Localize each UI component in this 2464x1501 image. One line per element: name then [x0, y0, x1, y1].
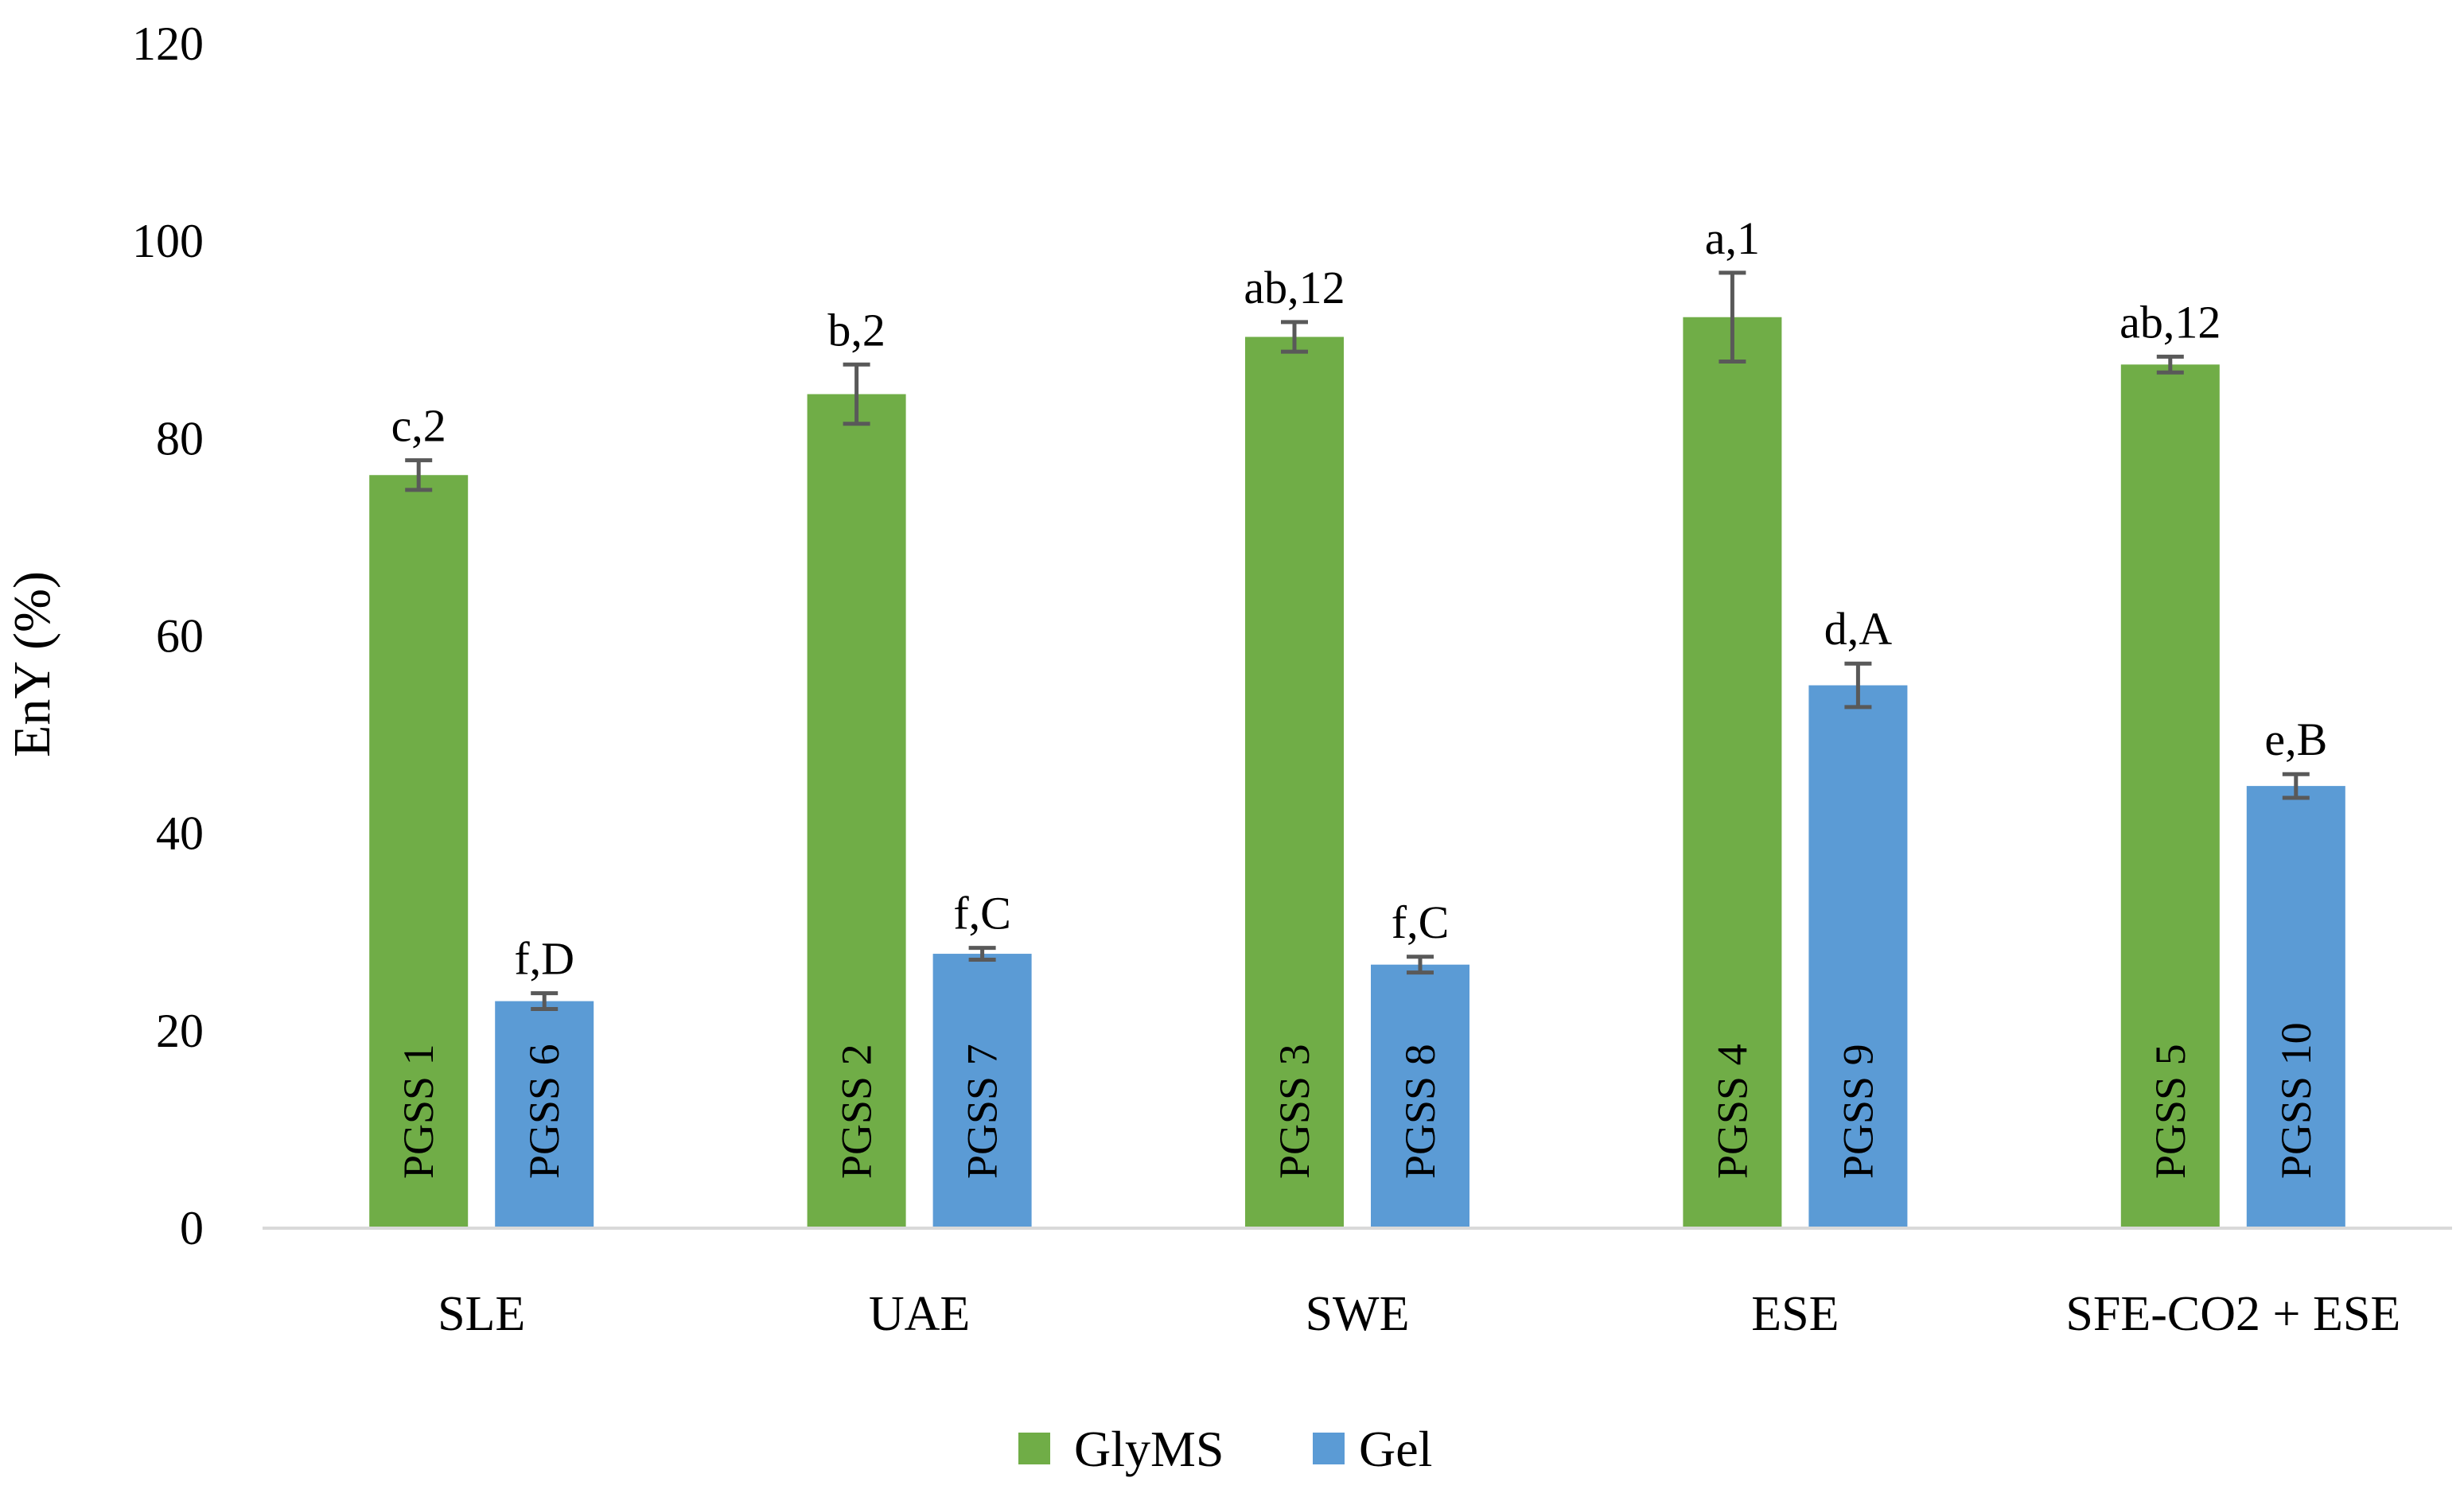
y-axis-label: EnY (%) [3, 571, 61, 757]
bar [495, 1001, 594, 1228]
bar-inner-label: PGSS 5 [2147, 1044, 2194, 1179]
legend-item: Gel [1313, 1421, 1432, 1477]
bar [2120, 364, 2220, 1228]
bar-inner-label: PGSS 1 [395, 1044, 442, 1179]
bar-inner-label: PGSS 10 [2272, 1022, 2320, 1179]
bar-annotation: f,C [1392, 896, 1450, 948]
bar [2246, 786, 2345, 1228]
bar [1245, 336, 1344, 1229]
bar-inner-label: PGSS 4 [1708, 1044, 1756, 1179]
bar-inner-label: PGSS 6 [520, 1044, 568, 1179]
bar-annotation: f,D [514, 933, 574, 985]
bar-group: f,C PGSS 8 [1371, 896, 1469, 1228]
bar-inner-label: PGSS 3 [1271, 1044, 1318, 1179]
bar [1683, 317, 1782, 1229]
bar-group: b,2 PGSS 2 [807, 304, 906, 1228]
bar [369, 475, 469, 1228]
bar-annotation: d,A [1824, 603, 1893, 655]
bar-inner-label: PGSS 7 [959, 1044, 1006, 1179]
x-tick-label: SLE [438, 1287, 525, 1341]
bar [807, 394, 906, 1228]
x-tick-label: ESE [1751, 1287, 1839, 1341]
bar-group: d,A PGSS 9 [1808, 603, 1908, 1228]
bar-annotation: c,2 [391, 400, 446, 452]
bar-group: ab,12 PGSS 3 [1244, 262, 1345, 1229]
bar [932, 954, 1032, 1228]
y-axis-tick-labels: 0 20 40 60 80 100 120 [132, 17, 204, 1254]
bar-group: ab,12 PGSS 5 [2120, 296, 2221, 1228]
bar-annotation: b,2 [827, 304, 886, 356]
bar-inner-label: PGSS 2 [833, 1044, 881, 1179]
legend-swatch [1018, 1433, 1050, 1464]
y-tick-label: 20 [156, 1005, 204, 1057]
bar [1808, 685, 1908, 1228]
y-tick-label: 80 [156, 412, 204, 465]
x-axis-tick-labels: SLE UAE SWE ESE SFE-CO2 + ESE [438, 1287, 2400, 1341]
bar-annotation: e,B [2264, 714, 2327, 765]
y-tick-label: 100 [132, 215, 204, 267]
x-tick-label: UAE [869, 1287, 970, 1341]
legend-label: GlyMS [1074, 1421, 1224, 1477]
y-tick-label: 40 [156, 807, 204, 860]
y-tick-label: 0 [180, 1202, 204, 1254]
y-tick-label: 60 [156, 610, 204, 663]
bar-group: c,2 PGSS 1 [369, 400, 469, 1228]
bar-group: a,1 PGSS 4 [1683, 212, 1782, 1229]
bar-group: f,D PGSS 6 [495, 933, 594, 1228]
legend-label: Gel [1359, 1421, 1432, 1477]
x-tick-label: SWE [1306, 1287, 1410, 1341]
bar-group: e,B PGSS 10 [2246, 714, 2345, 1228]
bar-annotation: f,C [953, 888, 1011, 939]
bar-annotation: ab,12 [2120, 296, 2221, 348]
x-tick-label: SFE-CO2 + ESE [2065, 1287, 2400, 1341]
bar-annotation: a,1 [1705, 212, 1760, 264]
legend-swatch [1313, 1433, 1345, 1464]
bar-group: f,C PGSS 7 [932, 888, 1032, 1228]
bar-annotation: ab,12 [1244, 262, 1345, 313]
bar-inner-label: PGSS 9 [1834, 1044, 1882, 1179]
bar [1371, 964, 1469, 1228]
legend-item: GlyMS [1018, 1421, 1224, 1477]
bars-group: c,2 PGSS 1 f,D PGSS 6 b,2 PGSS 2 f,C PGSS 7 ab,1… [369, 212, 2345, 1229]
bar-inner-label: PGSS 8 [1396, 1044, 1444, 1179]
y-tick-label: 120 [132, 17, 204, 70]
legend: GlyMS Gel [1018, 1421, 1432, 1477]
